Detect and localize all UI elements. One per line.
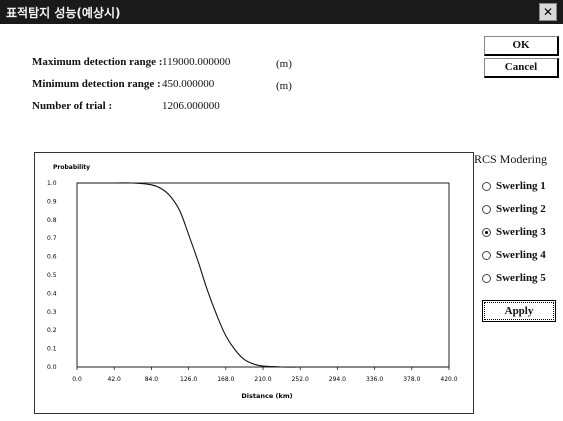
x-tick-label: 420.0 bbox=[440, 376, 457, 383]
x-tick-label: 168.0 bbox=[217, 376, 234, 383]
y-tick-label: 1.0 bbox=[47, 180, 57, 187]
y-tick-label: 0.9 bbox=[47, 198, 57, 205]
rcs-option-label: Swerling 2 bbox=[496, 203, 546, 215]
radio-icon[interactable] bbox=[482, 250, 491, 260]
x-tick-label: 210.0 bbox=[254, 376, 271, 383]
y-axis-label: Probability bbox=[53, 164, 90, 171]
rcs-option-label: Swerling 4 bbox=[496, 249, 546, 261]
cancel-button[interactable]: Cancel bbox=[484, 58, 559, 78]
max-range-unit: (m) bbox=[276, 58, 292, 70]
y-tick-label: 0.1 bbox=[47, 346, 57, 353]
radio-icon[interactable] bbox=[482, 273, 491, 283]
window-title: 표적탐지 성능(예상시) bbox=[6, 6, 121, 20]
y-tick-label: 0.2 bbox=[47, 327, 57, 334]
rcs-option-swerling-5[interactable]: Swerling 5 bbox=[482, 272, 546, 284]
y-tick-label: 0.8 bbox=[47, 217, 57, 224]
max-range-label: Maximum detection range : bbox=[32, 56, 163, 68]
y-tick-label: 0.4 bbox=[47, 290, 57, 297]
trial-count-value: 1206.000000 bbox=[162, 100, 220, 112]
x-tick-label: 126.0 bbox=[180, 376, 197, 383]
rcs-option-label: Swerling 1 bbox=[496, 180, 546, 192]
rcs-modeling-title: RCS Modering bbox=[474, 152, 548, 166]
x-tick-label: 0.0 bbox=[72, 376, 82, 383]
min-range-label: Minimum detection range : bbox=[32, 78, 161, 90]
probability-chart: Probability Distance (km) 1.0 0.9 0.8 0.7 0.… bbox=[47, 164, 458, 400]
radio-icon[interactable] bbox=[482, 227, 491, 237]
title-bar: 표적탐지 성능(예상시) ✕ bbox=[0, 0, 563, 24]
close-icon[interactable]: ✕ bbox=[539, 3, 557, 21]
min-range-unit: (m) bbox=[276, 80, 292, 92]
radio-icon[interactable] bbox=[482, 204, 491, 214]
ok-button[interactable]: OK bbox=[484, 36, 559, 56]
rcs-option-swerling-2[interactable]: Swerling 2 bbox=[482, 203, 546, 215]
rcs-option-label: Swerling 3 bbox=[496, 226, 546, 238]
min-range-value: 450.000000 bbox=[162, 78, 215, 90]
y-tick-label: 0.7 bbox=[47, 235, 57, 242]
rcs-option-swerling-1[interactable]: Swerling 1 bbox=[482, 180, 546, 192]
max-range-value: 119000.000000 bbox=[162, 56, 231, 68]
x-tick-label: 42.0 bbox=[108, 376, 122, 383]
x-tick-label: 84.0 bbox=[145, 376, 159, 383]
x-tick-label: 294.0 bbox=[329, 376, 346, 383]
rcs-option-swerling-3[interactable]: Swerling 3 bbox=[482, 226, 546, 238]
probability-curve bbox=[77, 182, 449, 368]
y-tick-label: 0.6 bbox=[47, 254, 57, 261]
y-tick-label: 0.3 bbox=[47, 309, 57, 316]
x-tick-label: 378.0 bbox=[403, 376, 420, 383]
plot-area bbox=[76, 182, 450, 368]
trial-count-label: Number of trial : bbox=[32, 100, 113, 112]
rcs-option-label: Swerling 5 bbox=[496, 272, 546, 284]
chart-panel: Probability Distance (km) 1.0 0.9 0.8 0.7 0.… bbox=[34, 152, 474, 414]
x-tick-label: 252.0 bbox=[292, 376, 309, 383]
rcs-option-swerling-4[interactable]: Swerling 4 bbox=[482, 249, 546, 261]
x-axis-label: Distance (km) bbox=[241, 392, 292, 400]
y-tick-label: 0.5 bbox=[47, 272, 57, 279]
apply-button[interactable]: Apply bbox=[482, 300, 556, 322]
x-tick-label: 336.0 bbox=[366, 376, 383, 383]
y-tick-label: 0.0 bbox=[47, 364, 57, 371]
radio-icon[interactable] bbox=[482, 181, 491, 191]
